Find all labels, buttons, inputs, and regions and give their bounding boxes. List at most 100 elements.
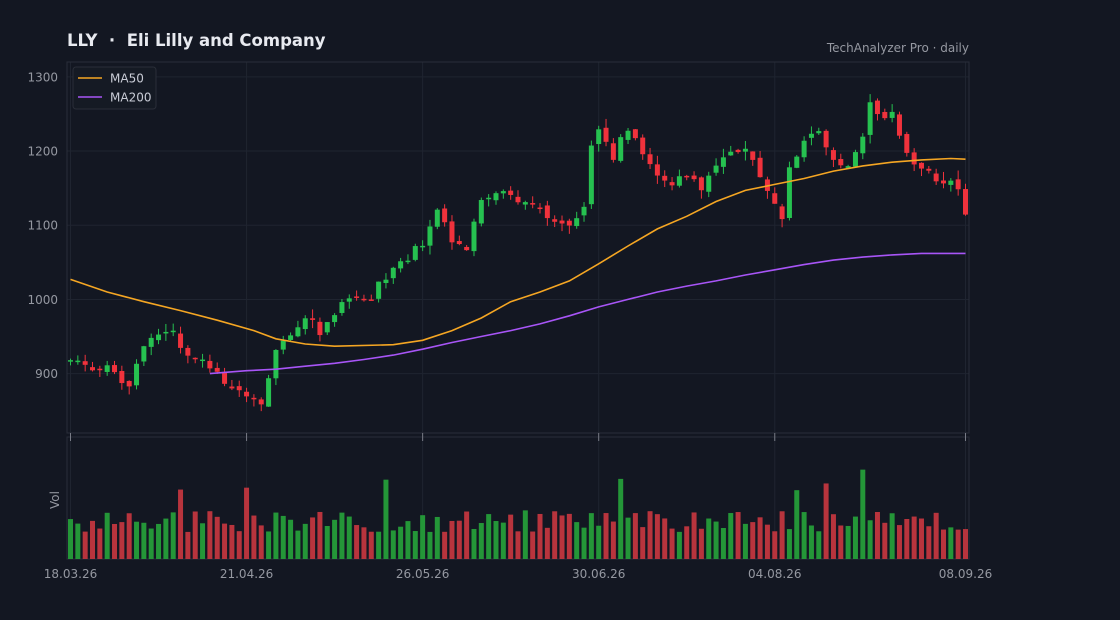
candle-body [478, 200, 484, 224]
candle-body [156, 334, 162, 341]
candle-body [229, 386, 235, 389]
candle-body [104, 365, 110, 372]
candle-body [713, 165, 719, 173]
candle-body [185, 347, 191, 356]
volume-bar [933, 512, 939, 559]
candle-body [845, 166, 851, 168]
candle-body [552, 219, 558, 222]
volume-bar [955, 529, 961, 559]
candle-body [178, 333, 184, 348]
volume-bar [376, 531, 382, 559]
volume-bar [280, 515, 286, 559]
candle-body [515, 196, 521, 203]
volume-bar [412, 531, 418, 559]
candle-body [874, 100, 880, 115]
candle-body [603, 127, 609, 142]
price-panel-frame [66, 61, 970, 434]
candle-body [574, 218, 580, 227]
candle-body [948, 180, 954, 185]
candle-body [464, 246, 470, 251]
candle-body [963, 189, 968, 215]
volume-bar [801, 512, 807, 559]
volume-bar [214, 516, 220, 559]
candle-body [288, 335, 294, 340]
legend: MA50 MA200 [72, 66, 157, 110]
volume-bar [354, 525, 360, 559]
candle-body [141, 346, 147, 362]
candle-body [302, 318, 308, 330]
volume-bar [332, 519, 338, 559]
volume-bar [361, 527, 367, 559]
date-tick-label: 26.05.26 [396, 567, 449, 581]
volume-bar [772, 531, 778, 559]
volume-bar [310, 517, 316, 559]
candle-body [706, 175, 712, 192]
candle-body [896, 114, 902, 136]
volume-bar [493, 521, 499, 559]
candle-body [68, 360, 73, 362]
volume-bar [104, 512, 110, 559]
candle-body [581, 206, 587, 216]
candle-body [361, 298, 367, 301]
volume-bar [735, 512, 741, 559]
volume-bar [596, 525, 602, 559]
volume-bar [185, 531, 191, 559]
candle-body [90, 367, 96, 371]
volume-bar [251, 515, 257, 559]
volume-bar [838, 525, 844, 559]
volume-bar [874, 511, 880, 559]
volume-bar [618, 478, 624, 559]
candle-body [669, 182, 675, 186]
volume-bar [134, 521, 140, 559]
volume-bar [427, 531, 433, 559]
candle-body [354, 296, 360, 298]
volume-bar [486, 514, 492, 559]
volume-bar [926, 526, 932, 559]
volume-bar [192, 511, 198, 559]
candle-body [192, 357, 198, 360]
candle-body [383, 279, 389, 284]
candle-body [324, 322, 330, 333]
candle-body [742, 148, 748, 152]
volume-axis-label: Vol [48, 491, 62, 509]
candle-body [588, 145, 594, 205]
volume-bar [867, 520, 873, 559]
volume-bar [530, 531, 536, 559]
volume-bar [676, 531, 682, 559]
volume-bar [764, 524, 770, 559]
candle-body [750, 151, 756, 160]
candle-body [794, 156, 800, 168]
candle-body [148, 337, 154, 347]
candle-body [126, 380, 132, 387]
volume-bar [816, 531, 822, 559]
volume-bar [456, 520, 462, 559]
volume-bar [860, 469, 866, 559]
volume-bar [808, 525, 814, 559]
candle-body [207, 360, 213, 369]
candle-body [852, 152, 858, 167]
candle-body [493, 193, 499, 201]
price-tick-label: 1100 [27, 219, 58, 233]
volume-bars [68, 469, 968, 559]
volume-bar [383, 479, 389, 559]
volume-bar [324, 525, 330, 559]
volume-bar [904, 519, 910, 559]
volume-bar [170, 512, 176, 559]
volume-bar [288, 519, 294, 559]
volume-bar [141, 522, 147, 559]
ma200-line [209, 252, 966, 375]
volume-bar [317, 511, 323, 559]
candle-body [332, 315, 338, 323]
candle-body [544, 205, 550, 219]
date-tick-label: 18.03.26 [44, 567, 97, 581]
volume-bar [559, 515, 565, 559]
date-tick-label: 30.06.26 [572, 567, 625, 581]
candle-body [940, 180, 946, 184]
price-tick-label: 1300 [27, 70, 58, 84]
candle-body [258, 399, 264, 405]
volume-bar [90, 520, 96, 559]
candle-body [295, 327, 301, 337]
volume-bar [97, 528, 103, 559]
candle-body [823, 130, 829, 148]
date-tick-label: 08.09.26 [939, 567, 992, 581]
